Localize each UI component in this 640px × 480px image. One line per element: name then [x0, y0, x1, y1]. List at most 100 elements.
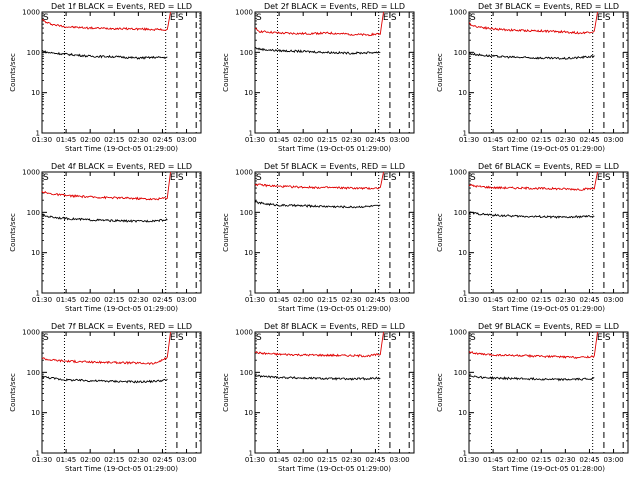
x-tick-label: 02:00 — [293, 136, 313, 144]
x-tick-label: 02:15 — [104, 456, 124, 464]
panel-title: Det 3f BLACK = Events, RED = LLD — [478, 2, 619, 11]
x-tick-label: 01:30 — [32, 296, 52, 304]
x-axis-label: Start Time (19-Oct-05 01:29:00) — [278, 305, 391, 313]
x-tick-label: 02:00 — [293, 296, 313, 304]
start-marker: S — [470, 173, 476, 183]
start-marker: S — [391, 13, 397, 23]
lld-series-line — [41, 331, 171, 366]
lld-series-line — [41, 11, 171, 32]
x-tick-label: 01:45 — [269, 456, 289, 464]
start-marker: S — [605, 333, 611, 343]
y-axis-label: Counts/sec — [436, 53, 444, 92]
y-tick-label: 1 — [463, 130, 467, 138]
end-marker: E — [383, 333, 389, 343]
x-tick-label: 02:45 — [579, 456, 599, 464]
start-marker: S — [256, 333, 262, 343]
x-tick-label: 01:45 — [56, 296, 76, 304]
end-marker: E — [170, 173, 176, 183]
panel-title: Det 8f BLACK = Events, RED = LLD — [264, 322, 405, 331]
y-axis-label: Counts/sec — [9, 53, 17, 92]
start-marker: S — [470, 13, 476, 23]
y-axis-label: Counts/sec — [9, 373, 17, 412]
plot-frame — [254, 171, 415, 294]
x-tick-label: 02:30 — [128, 456, 148, 464]
x-tick-label: 01:30 — [245, 296, 265, 304]
start-marker: S — [43, 13, 49, 23]
events-series-line — [254, 46, 381, 55]
x-tick-label: 02:00 — [293, 456, 313, 464]
x-tick-label: 01:30 — [245, 136, 265, 144]
lld-series-line — [468, 331, 598, 359]
y-tick-label: 10 — [458, 249, 467, 257]
x-tick-label: 01:45 — [483, 136, 503, 144]
y-axis-label: Counts/sec — [222, 373, 230, 412]
x-tick-label: 01:45 — [483, 456, 503, 464]
x-tick-label: 02:30 — [341, 296, 361, 304]
y-axis-label: Counts/sec — [436, 373, 444, 412]
events-series-line — [41, 375, 168, 384]
plot-frame — [468, 11, 629, 134]
y-tick-label: 1000 — [22, 169, 40, 177]
y-axis-label: Counts/sec — [9, 213, 17, 252]
end-marker: E — [170, 13, 176, 23]
x-tick-label: 03:00 — [603, 296, 623, 304]
panel-det-8: Det 8f BLACK = Events, RED = LLD 01:30 01:… — [222, 322, 415, 473]
y-tick-label: 1 — [249, 450, 253, 458]
x-tick-label: 02:45 — [152, 136, 172, 144]
y-axis-label: Counts/sec — [222, 213, 230, 252]
x-tick-label: 02:30 — [341, 456, 361, 464]
panel-det-4: Det 4f BLACK = Events, RED = LLD 01:30 01:… — [9, 162, 202, 313]
y-tick-label: 1 — [36, 130, 40, 138]
panel-det-5: Det 5f BLACK = Events, RED = LLD 01:30 01:… — [222, 162, 415, 313]
y-tick-label: 1000 — [235, 9, 253, 17]
plot-frame — [468, 171, 629, 294]
x-tick-label: 02:15 — [104, 136, 124, 144]
end-marker: E — [383, 173, 389, 183]
events-series-line — [468, 211, 595, 219]
y-tick-label: 100 — [27, 209, 40, 217]
y-tick-label: 1 — [249, 290, 253, 298]
panel-title: Det 2f BLACK = Events, RED = LLD — [264, 2, 405, 11]
y-tick-label: 100 — [240, 49, 253, 57]
x-tick-label: 02:00 — [507, 296, 527, 304]
end-marker: E — [383, 13, 389, 23]
x-tick-label: 02:15 — [531, 296, 551, 304]
x-tick-label: 02:15 — [531, 456, 551, 464]
y-tick-label: 10 — [244, 249, 253, 257]
x-tick-label: 02:15 — [317, 296, 337, 304]
y-axis-label: Counts/sec — [222, 53, 230, 92]
panel-title: Det 7f BLACK = Events, RED = LLD — [51, 322, 192, 331]
plot-frame — [41, 331, 202, 454]
y-tick-label: 1 — [36, 290, 40, 298]
panel-title: Det 9f BLACK = Events, RED = LLD — [478, 322, 619, 331]
x-tick-label: 03:00 — [176, 456, 196, 464]
x-tick-label: 02:45 — [579, 136, 599, 144]
start-marker: S — [470, 333, 476, 343]
plot-frame — [41, 171, 202, 294]
y-tick-label: 100 — [454, 49, 467, 57]
x-tick-label: 03:00 — [176, 136, 196, 144]
panel-det-9: Det 9f BLACK = Events, RED = LLD 01:30 01:… — [436, 322, 629, 473]
x-tick-label: 01:30 — [459, 456, 479, 464]
start-marker: S — [178, 173, 184, 183]
end-marker: E — [597, 333, 603, 343]
start-marker: S — [256, 13, 262, 23]
x-tick-label: 02:30 — [341, 136, 361, 144]
plot-frame — [41, 11, 202, 134]
y-tick-label: 10 — [244, 89, 253, 97]
x-tick-label: 03:00 — [603, 456, 623, 464]
panel-title: Det 5f BLACK = Events, RED = LLD — [264, 162, 405, 171]
start-marker: S — [43, 333, 49, 343]
panel-det-3: Det 3f BLACK = Events, RED = LLD 01:30 01:… — [436, 2, 629, 153]
y-tick-label: 1000 — [235, 329, 253, 337]
lld-series-line — [254, 171, 384, 190]
x-tick-label: 02:00 — [80, 456, 100, 464]
events-series-line — [254, 374, 381, 381]
events-series-line — [41, 50, 168, 60]
lld-series-line — [41, 171, 171, 201]
y-tick-label: 10 — [31, 409, 40, 417]
x-axis-label: Start Time (19-Oct-05 01:29:00) — [492, 305, 605, 313]
x-tick-label: 01:45 — [483, 296, 503, 304]
y-tick-label: 1000 — [22, 329, 40, 337]
